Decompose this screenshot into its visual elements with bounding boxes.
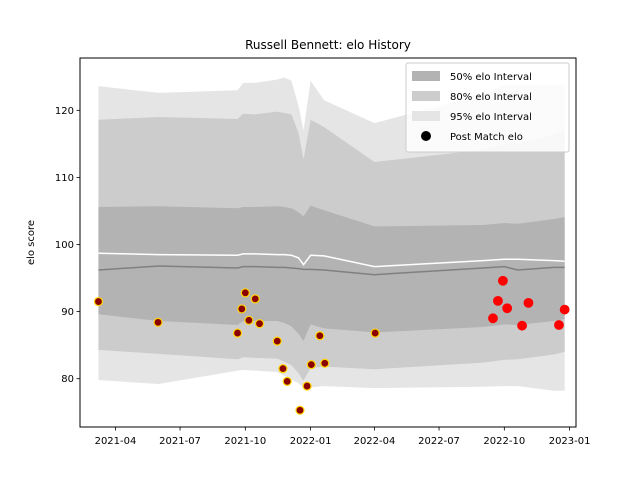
x-tick-label: 2022-04 xyxy=(354,436,396,447)
data-point-18 xyxy=(488,313,498,324)
x-tick-label: 2022-10 xyxy=(483,436,525,447)
data-point-12 xyxy=(295,405,305,415)
data-point-13 xyxy=(302,381,312,391)
data-point-19 xyxy=(493,295,503,306)
legend-label: Post Match elo xyxy=(450,132,523,143)
data-point-3 xyxy=(232,328,243,338)
y-tick-label: 100 xyxy=(55,240,74,251)
data-point-10 xyxy=(278,364,288,374)
legend-label: 50% elo Interval xyxy=(450,72,532,83)
legend-label: 95% elo Interval xyxy=(450,112,532,123)
x-tick-label: 2021-04 xyxy=(95,436,137,447)
chart-title: Russell Bennett: elo History xyxy=(245,38,411,52)
legend-marker xyxy=(421,131,431,141)
data-point-5 xyxy=(240,288,250,298)
x-axis: 2021-04 2021-07 2021-10 2022-01 2022-04 2022-… xyxy=(95,427,591,447)
legend-swatch xyxy=(412,71,440,81)
x-tick-label: 2021-10 xyxy=(224,436,266,447)
data-point-14 xyxy=(306,360,316,370)
legend-swatch xyxy=(412,111,440,121)
plot-area xyxy=(93,77,570,415)
data-point-15 xyxy=(315,331,325,341)
x-tick-label: 2023-01 xyxy=(549,436,591,447)
data-point-23 xyxy=(523,297,534,308)
data-point-21 xyxy=(502,303,513,314)
y-tick-label: 110 xyxy=(55,173,74,184)
x-tick-label: 2022-01 xyxy=(290,436,332,447)
y-tick-label: 120 xyxy=(55,106,74,117)
data-point-16 xyxy=(320,358,330,368)
data-point-22 xyxy=(517,320,527,331)
y-tick-label: 80 xyxy=(61,374,74,385)
data-point-6 xyxy=(244,315,254,325)
data-point-7 xyxy=(250,294,260,304)
data-point-4 xyxy=(237,304,247,314)
data-point-11 xyxy=(282,376,292,386)
data-point-9 xyxy=(272,336,282,346)
median-line xyxy=(98,265,565,276)
plot-frame xyxy=(79,57,577,428)
legend-swatch xyxy=(412,91,440,101)
legend-label: 80% elo Interval xyxy=(450,92,532,103)
data-point-8 xyxy=(254,319,265,329)
data-point-17 xyxy=(370,328,380,338)
y-axis-label: elo score xyxy=(26,220,37,265)
data-point-20 xyxy=(498,275,508,286)
data-point-1 xyxy=(93,296,104,307)
y-tick-label: 90 xyxy=(61,307,74,318)
data-point-2 xyxy=(153,317,163,327)
mean-line xyxy=(98,252,565,268)
y-axis: 80 90 100 110 120 xyxy=(55,106,80,385)
legend: 50% elo Interval 80% elo Interval 95% elo … xyxy=(405,62,570,153)
x-tick-label: 2022-07 xyxy=(418,436,460,447)
data-point-24 xyxy=(554,320,564,330)
band-50-interval xyxy=(98,205,565,342)
x-tick-label: 2021-07 xyxy=(159,436,201,447)
legend-box xyxy=(405,62,570,153)
data-point-25 xyxy=(559,304,570,315)
